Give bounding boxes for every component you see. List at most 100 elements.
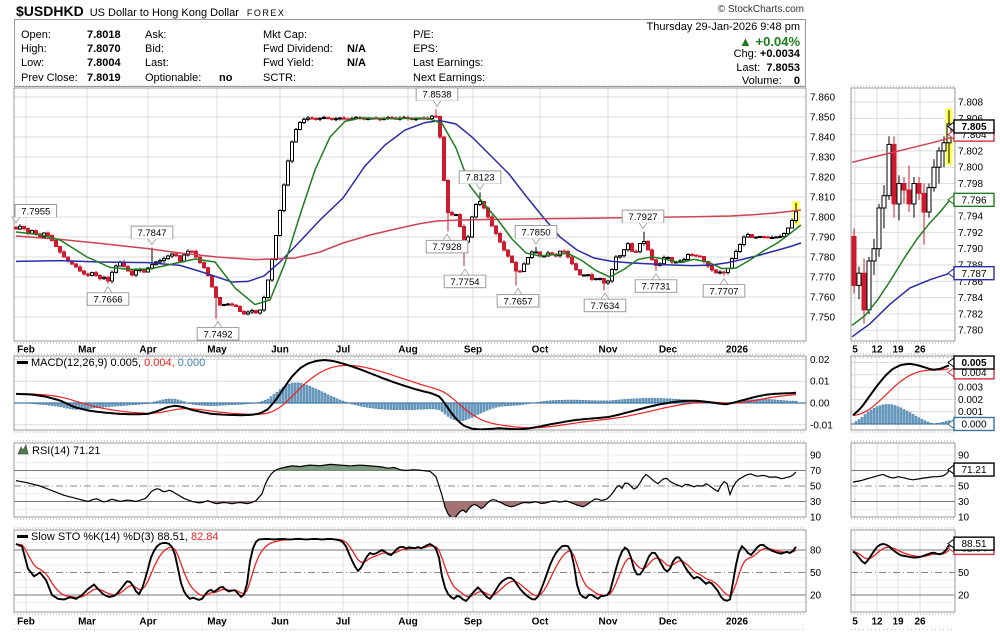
axis-tick-label: 90 xyxy=(810,451,822,462)
candle-body xyxy=(314,118,318,120)
annotation-text: 7.7492 xyxy=(203,329,232,340)
macd-histogram-bar xyxy=(461,402,465,421)
price-main-frame xyxy=(13,85,807,344)
axis-box-text: 0.005 xyxy=(961,358,986,369)
macd-histogram-bar xyxy=(899,407,903,425)
quote-label: Mkt Cap: xyxy=(263,29,308,41)
candle-body xyxy=(698,255,702,258)
quote-box: Open: 7.8018 High: 7.8070 Low: 7.8004 Prev Clo… xyxy=(14,19,806,87)
legend-row: MACD(12,26,9) 0.005, 0.004, 0.000 xyxy=(17,357,205,369)
chart-datetime: Thursday 29-Jan-2026 9:48 pm xyxy=(646,21,800,33)
candle-body xyxy=(90,272,94,276)
quote-label: Next Earnings: xyxy=(413,71,486,84)
macd-histogram-bar xyxy=(656,398,660,404)
axis-tick-label: 7.800 xyxy=(958,163,983,174)
axis-tick-label: 0.001 xyxy=(958,407,983,418)
macd-histogram-bar xyxy=(440,402,444,412)
rsi-main-axis-labels: 90 70 50 30 10 xyxy=(810,451,822,524)
candle-body xyxy=(462,226,466,243)
macd-histogram-bar xyxy=(101,402,105,408)
macd-mini-plot xyxy=(851,362,955,425)
quote-field: Prev Close: 7.8019 xyxy=(21,71,121,85)
macd-line xyxy=(15,358,797,430)
candle-body xyxy=(46,232,50,236)
candle-body xyxy=(518,270,522,273)
legend-row: RSI(14) 71.21 xyxy=(17,444,100,457)
candle-body xyxy=(921,192,927,213)
axis-tick-label: 50 xyxy=(958,482,970,493)
quote-column-2: Ask: Bid: Last: Optionable: no xyxy=(145,28,232,85)
macd-histogram-bar xyxy=(479,402,483,414)
candle-body xyxy=(906,189,912,205)
annotation-pointer xyxy=(103,286,113,294)
candle-body xyxy=(282,184,286,211)
candle-body xyxy=(254,310,258,314)
month-label: May xyxy=(207,617,227,628)
axis-box-text: 71.21 xyxy=(961,465,986,476)
annotation-text: 7.8538 xyxy=(422,90,451,101)
axis-value-box xyxy=(953,192,995,208)
candle-body xyxy=(570,256,574,265)
up-arrow-icon: ▲ xyxy=(739,33,752,49)
legend-text: RSI(14) 71.21 xyxy=(32,445,101,457)
candle-body xyxy=(298,122,302,130)
price-main-border xyxy=(13,87,807,342)
annotation-text: 7.7850 xyxy=(521,227,550,238)
moving-average-line xyxy=(15,117,802,306)
candle-body xyxy=(78,266,82,272)
candle-body xyxy=(438,116,442,138)
candle-body xyxy=(750,234,754,238)
candle-body xyxy=(218,297,222,306)
candle-body xyxy=(214,286,218,298)
annotation-joint xyxy=(703,285,745,287)
macd-main-plot xyxy=(14,358,806,430)
axis-tick-label: 70 xyxy=(810,466,822,477)
macd-histogram-bar xyxy=(644,398,648,404)
macd-histogram-bar xyxy=(872,408,876,425)
month-label: Mar xyxy=(78,617,96,628)
chart-header: $USDHKD US Dollar to Hong Kong Dollar FORE… xyxy=(16,3,285,21)
candle-body xyxy=(174,253,178,257)
annotation-pointer xyxy=(213,320,223,329)
stockcharts-brand-link[interactable]: © StockCharts.com xyxy=(717,4,804,15)
month-label: Jul xyxy=(336,345,351,356)
axis-tick-label: 7.798 xyxy=(958,179,983,190)
candle-body xyxy=(718,271,722,274)
macd-histogram-bar xyxy=(302,383,306,404)
candle-body xyxy=(582,274,586,277)
macd-histogram-bar xyxy=(431,402,435,410)
candle-body xyxy=(322,116,326,119)
candle-body xyxy=(774,236,778,239)
change-label: Chg: xyxy=(733,48,757,60)
candle-body xyxy=(246,311,250,315)
sto-legend: Slow STO %K(14) %D(3) 88.51, 82.84 xyxy=(17,531,219,543)
axis-box-text: 7.787 xyxy=(961,269,986,280)
axis-tick-label: 7.782 xyxy=(958,309,983,320)
quote-value: 7.8018 xyxy=(87,29,121,41)
annotation-joint xyxy=(515,237,557,239)
month-label: Oct xyxy=(532,345,549,356)
candle-body xyxy=(586,274,590,277)
candle-body xyxy=(786,227,790,234)
macd-histogram-bar xyxy=(491,402,495,409)
sto-mini-plot xyxy=(852,543,950,565)
annotation-pointer xyxy=(513,287,523,296)
annotation-pointer xyxy=(638,222,648,230)
macd-signal-line xyxy=(16,364,797,429)
macd-histogram-bar xyxy=(296,382,300,404)
candle-body xyxy=(590,274,594,280)
candle-body xyxy=(722,271,726,274)
rsi-line xyxy=(852,470,950,483)
candle-body xyxy=(14,226,18,230)
candle-body xyxy=(450,212,454,216)
annotation-joint xyxy=(15,216,57,218)
quote-field: EPS: xyxy=(413,42,505,56)
macd-histogram-bar xyxy=(641,398,645,404)
macd-histogram-bar xyxy=(488,402,492,410)
macd-histogram-bar xyxy=(920,419,924,425)
candle-body xyxy=(514,262,518,272)
axis-box-arrow xyxy=(947,464,955,476)
axis-tick-label: 0.003 xyxy=(958,383,983,394)
candle-body xyxy=(190,250,194,253)
macd-legend: MACD(12,26,9) 0.005, 0.004, 0.000 xyxy=(17,357,205,369)
